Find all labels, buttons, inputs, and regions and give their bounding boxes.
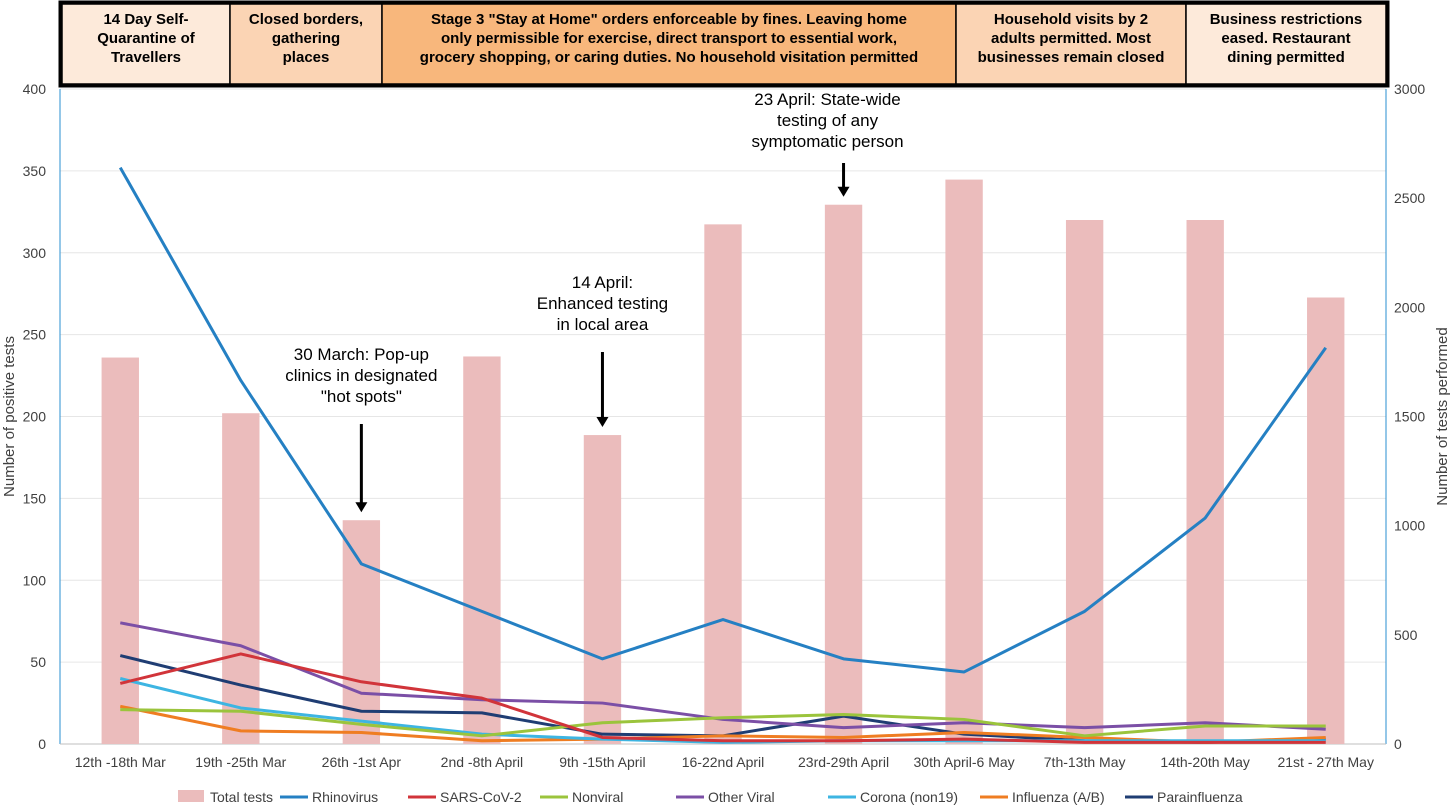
bar-total-tests bbox=[342, 520, 381, 744]
annotation-text: 23 April: State-wide testing of any sympto… bbox=[751, 90, 903, 151]
legend-label: Corona (non19) bbox=[860, 789, 958, 805]
phase-box bbox=[955, 3, 1187, 85]
y-axis-right-label: Number of tests performed bbox=[1434, 327, 1451, 505]
bar-total-tests bbox=[222, 413, 260, 744]
y-right-tick-label: 1500 bbox=[1394, 409, 1425, 425]
x-tick-label: 7th-13th May bbox=[1044, 754, 1126, 770]
bar-total-tests bbox=[704, 224, 742, 744]
y-tick-label: 100 bbox=[23, 572, 47, 588]
x-tick-label: 23rd-29th April bbox=[798, 754, 889, 770]
x-tick-label: 14th-20th May bbox=[1160, 754, 1250, 770]
x-tick-label: 26th -1st Apr bbox=[322, 754, 402, 770]
x-tick-label: 12th -18th Mar bbox=[75, 754, 166, 770]
line-other-viral bbox=[119, 621, 1326, 731]
annotation-arrowhead bbox=[355, 502, 368, 513]
y-tick-label: 300 bbox=[23, 245, 47, 261]
y-tick-label: 250 bbox=[23, 327, 47, 343]
line-nonviral bbox=[120, 708, 1326, 738]
annotation-text: 30 March: Pop-up clinics in designated "ho… bbox=[285, 345, 437, 406]
phase-text: 14 Day Self-Quarantine of Travellers bbox=[97, 11, 196, 66]
legend-label: SARS-CoV-2 bbox=[440, 789, 522, 805]
phase-text: Business restrictions eased. Restaurant di… bbox=[1210, 11, 1363, 66]
legend-label: Rhinovirus bbox=[312, 789, 378, 805]
legend-label: Influenza (A/B) bbox=[1012, 789, 1105, 805]
bar-total-tests bbox=[1307, 297, 1345, 744]
y-tick-label: 0 bbox=[38, 736, 46, 752]
legend-label: Nonviral bbox=[572, 789, 623, 805]
line-corona-non19 bbox=[119, 677, 1326, 744]
annotation-text: 14 April: Enhanced testing in local area bbox=[537, 273, 668, 334]
bar-total-tests bbox=[824, 204, 863, 744]
line-influenza-a-b bbox=[119, 704, 1326, 744]
y-tick-label: 50 bbox=[30, 654, 46, 670]
x-tick-label: 9th -15th April bbox=[559, 754, 645, 770]
phase-box bbox=[1185, 3, 1387, 85]
bar-total-tests bbox=[945, 179, 983, 744]
bar-total-tests bbox=[463, 356, 501, 744]
legend-swatch-total-tests bbox=[178, 790, 204, 802]
phase-text: Stage 3 "Stay at Home" orders enforceabl… bbox=[420, 11, 918, 66]
phase-box bbox=[381, 3, 957, 85]
x-tick-label: 21st - 27th May bbox=[1277, 754, 1374, 770]
y-right-tick-label: 500 bbox=[1394, 627, 1418, 643]
phase-box bbox=[61, 3, 231, 85]
y-tick-label: 200 bbox=[23, 409, 47, 425]
y-right-tick-label: 3000 bbox=[1394, 81, 1425, 97]
y-tick-label: 400 bbox=[23, 81, 47, 97]
bar-total-tests bbox=[1065, 220, 1104, 744]
y-tick-label: 150 bbox=[23, 490, 47, 506]
legend-label: Total tests bbox=[210, 789, 273, 805]
y-right-tick-label: 2500 bbox=[1394, 190, 1425, 206]
phase-text: Closed borders, gathering places bbox=[249, 11, 363, 66]
y-axis-label: Number of positive tests bbox=[1, 336, 18, 497]
bar-total-tests bbox=[101, 357, 139, 744]
phase-banner-frame bbox=[58, 0, 1390, 88]
x-tick-label: 16-22nd April bbox=[682, 754, 765, 770]
annotation-arrowhead bbox=[596, 417, 609, 428]
line-sars-cov-2 bbox=[119, 652, 1326, 744]
phase-text: Household visits by 2 adults permitted. M… bbox=[978, 11, 1165, 66]
phase-box bbox=[229, 3, 383, 85]
y-tick-label: 350 bbox=[23, 163, 47, 179]
y-right-tick-label: 2000 bbox=[1394, 299, 1425, 315]
line-rhinovirus bbox=[118, 166, 1327, 674]
x-tick-label: 19th -25th Mar bbox=[195, 754, 286, 770]
legend-label: Other Viral bbox=[708, 789, 775, 805]
y-right-tick-label: 0 bbox=[1394, 736, 1402, 752]
x-tick-label: 2nd -8th April bbox=[441, 754, 524, 770]
annotation-arrowhead bbox=[837, 186, 850, 197]
x-tick-label: 30th April-6 May bbox=[914, 754, 1015, 770]
bar-total-tests bbox=[583, 435, 622, 744]
legend-label: Parainfluenza bbox=[1157, 789, 1243, 805]
y-right-tick-label: 1000 bbox=[1394, 518, 1425, 534]
bar-total-tests bbox=[1186, 220, 1224, 744]
